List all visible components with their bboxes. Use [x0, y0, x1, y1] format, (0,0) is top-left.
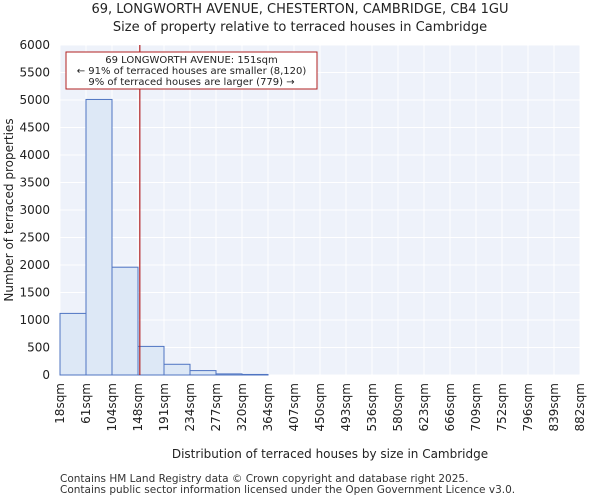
bar [215, 373, 243, 376]
y-tick-label: 3000 [19, 203, 50, 217]
y-tick-label: 6000 [19, 38, 50, 52]
x-tick-label: 450sqm [313, 383, 327, 431]
annotation-line: 69 LONGWORTH AVENUE: 151sqm [105, 55, 277, 66]
y-tick-label: 1500 [19, 286, 50, 300]
x-tick-label: 752sqm [495, 383, 509, 431]
y-axis-label: Number of terraced properties [2, 118, 16, 301]
bar [59, 312, 87, 376]
chart-title: 69, LONGWORTH AVENUE, CHESTERTON, CAMBRI… [91, 2, 508, 17]
chart-subtitle: Size of property relative to terraced ho… [113, 20, 487, 35]
annotation-line: ← 91% of terraced houses are smaller (8,… [77, 66, 307, 77]
x-tick-label: 839sqm [547, 383, 561, 431]
x-tick-label: 18sqm [53, 383, 67, 424]
x-tick-label: 277sqm [209, 383, 223, 431]
x-tick-label: 234sqm [183, 383, 197, 431]
bar [137, 345, 165, 376]
y-tick-label: 3500 [19, 176, 50, 190]
bar [163, 363, 191, 376]
footer-line-2: Contains public sector information licen… [60, 484, 516, 496]
x-tick-label: 623sqm [417, 383, 431, 431]
x-tick-label: 104sqm [105, 383, 119, 431]
bar [189, 370, 217, 376]
y-tick-label: 2500 [19, 231, 50, 245]
x-tick-label: 364sqm [261, 383, 275, 431]
x-tick-label: 407sqm [287, 383, 301, 431]
x-axis-label: Distribution of terraced houses by size … [172, 447, 488, 461]
x-tick-label: 493sqm [339, 383, 353, 431]
y-tick-label: 5000 [19, 93, 50, 107]
y-tick-label: 4000 [19, 148, 50, 162]
x-tick-label: 709sqm [469, 383, 483, 431]
bar [85, 98, 113, 376]
y-tick-label: 4500 [19, 121, 50, 135]
x-tick-label: 191sqm [157, 383, 171, 431]
y-tick-label: 5500 [19, 66, 50, 80]
x-tick-label: 536sqm [365, 383, 379, 431]
annotation-box [65, 51, 318, 90]
y-tick-label: 1000 [19, 313, 50, 327]
y-tick-label: 2000 [19, 258, 50, 272]
annotation-line: 9% of terraced houses are larger (779) → [88, 77, 294, 88]
y-tick-label: 0 [42, 368, 50, 382]
x-tick-label: 61sqm [79, 383, 93, 424]
footer-line-1: Contains HM Land Registry data © Crown c… [60, 473, 469, 485]
x-tick-label: 796sqm [521, 383, 535, 431]
x-tick-label: 666sqm [443, 383, 457, 431]
x-tick-label: 882sqm [573, 383, 587, 431]
bar [241, 373, 269, 376]
y-tick-label: 500 [27, 341, 50, 355]
plot-area: 0 500 1000 1500 2000 2500 3000 3500 4000 4500 5000… [19, 38, 587, 431]
x-tick-label: 580sqm [391, 383, 405, 431]
x-tick-label: 320sqm [235, 383, 249, 431]
bar [111, 266, 139, 376]
x-tick-label: 148sqm [131, 383, 145, 431]
